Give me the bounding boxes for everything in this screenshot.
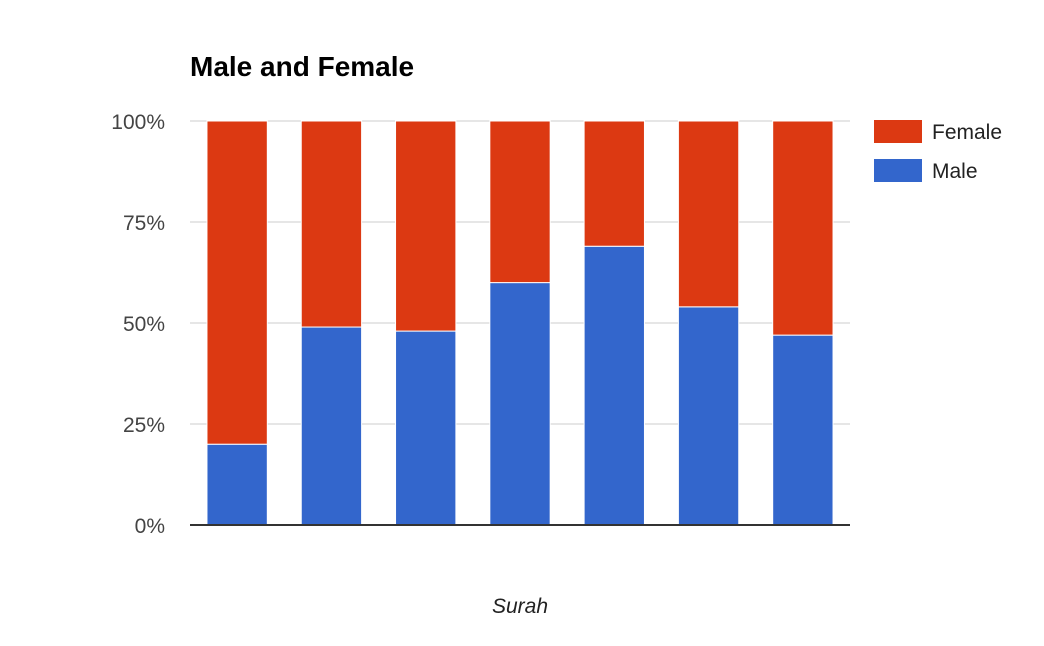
- bar-female-3: [395, 120, 457, 332]
- bar-male-7: [772, 334, 834, 526]
- legend-label-male: Male: [932, 160, 978, 183]
- bar-male-4: [489, 282, 551, 526]
- y-tick-label: 100%: [111, 111, 165, 134]
- legend: Female Male: [874, 120, 1002, 183]
- bar-male-2: [300, 326, 363, 526]
- x-axis-label: Surah: [492, 595, 548, 618]
- y-tick-label: 0%: [135, 515, 165, 538]
- bar-male-6: [677, 306, 740, 526]
- legend-label-female: Female: [932, 121, 1002, 144]
- bar-male-5: [583, 245, 645, 526]
- y-tick-label: 75%: [123, 212, 165, 235]
- bar-female-4: [489, 120, 551, 284]
- bar-male-1: [206, 443, 268, 526]
- y-axis-ticks: 0% 25% 50% 75% 100%: [111, 111, 165, 538]
- y-tick-label: 50%: [123, 313, 165, 336]
- y-tick-label: 25%: [123, 414, 165, 437]
- bar-female-1: [206, 120, 268, 445]
- bar-male-3: [395, 330, 457, 526]
- bars: [206, 120, 834, 526]
- chart-title: Male and Female: [190, 51, 414, 82]
- bar-female-6: [677, 120, 740, 308]
- bar-female-7: [772, 120, 834, 336]
- legend-swatch-male: [874, 159, 922, 182]
- bar-female-5: [583, 120, 645, 247]
- bar-female-2: [300, 120, 363, 328]
- legend-swatch-female: [874, 120, 922, 143]
